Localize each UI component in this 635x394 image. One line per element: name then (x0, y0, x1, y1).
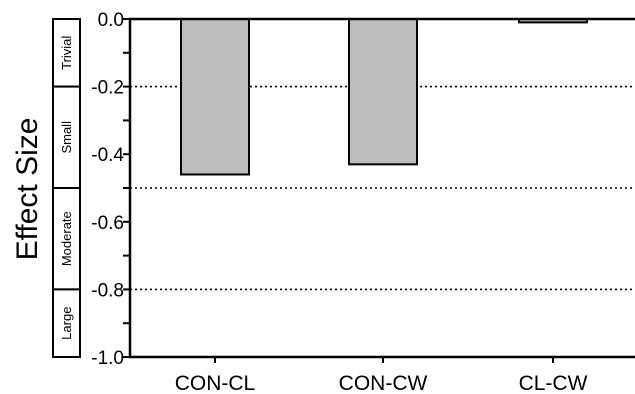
y-ticks: 0.0 -0.2 -0.4 -0.6 -0.8 -1.0 (91, 10, 130, 369)
y-tick-label: -1.0 (91, 348, 124, 369)
effect-bands: Trivial Small Moderate Large (52, 18, 81, 358)
x-category-label: CON-CL (175, 372, 256, 394)
bar (180, 18, 250, 176)
bars (180, 18, 588, 176)
y-tick-label: -0.4 (91, 145, 124, 166)
x-category-label: CL-CW (519, 372, 588, 394)
effect-band-label: Large (59, 307, 74, 340)
y-tick-label: -0.2 (91, 78, 124, 99)
effect-band-label: Trivial (59, 36, 74, 70)
effect-band-label: Moderate (59, 211, 74, 266)
x-categories: CON-CL CON-CW CL-CW (175, 357, 588, 394)
y-tick-label: -0.6 (91, 213, 124, 234)
y-axis-label: Effect Size (11, 118, 44, 261)
bar (348, 18, 418, 166)
effect-band-label: Small (59, 121, 74, 154)
effect-band-box (52, 288, 81, 358)
y-tick-label: -0.8 (91, 280, 124, 301)
reference-lines (130, 85, 635, 291)
y-tick-label: 0.0 (98, 10, 124, 31)
x-category-label: CON-CW (339, 372, 428, 394)
